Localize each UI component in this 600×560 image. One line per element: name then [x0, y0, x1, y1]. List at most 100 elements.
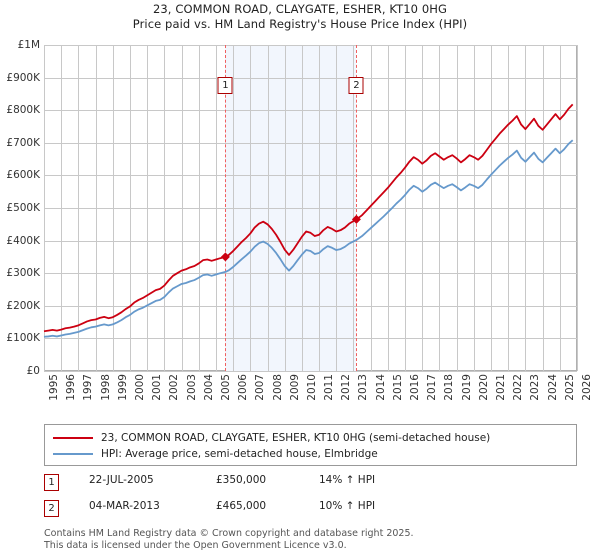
gridline-vertical: [370, 45, 372, 371]
x-axis-tick-label: 1996: [65, 374, 78, 401]
x-axis-tick-label: 2017: [426, 374, 439, 401]
x-axis-tick-label: 1997: [82, 374, 95, 401]
x-axis-tick-label: 2015: [391, 374, 404, 401]
x-axis-tick-label: 2021: [495, 374, 508, 401]
gridline-vertical: [164, 45, 166, 371]
x-axis-tick-label: 1999: [116, 374, 129, 401]
x-axis-tick-label: 2022: [512, 374, 525, 401]
gridline-horizontal: [44, 45, 577, 46]
y-axis-tick-label: £0: [26, 365, 40, 377]
gridline-vertical: [250, 45, 252, 371]
x-axis-tick-label: 2007: [254, 374, 267, 401]
transaction-price: £465,000: [216, 500, 267, 512]
gridline-vertical: [129, 45, 131, 371]
gridline-vertical: [456, 45, 458, 371]
x-axis-tick-label: 2000: [133, 374, 146, 401]
gridline-vertical: [78, 45, 80, 371]
gridline-vertical: [405, 45, 407, 371]
y-axis-tick-label: £800K: [6, 104, 40, 117]
gridline-vertical: [233, 45, 235, 371]
x-axis-tick-label: 2008: [271, 374, 284, 401]
transaction-hpi-delta: 10% ↑ HPI: [319, 500, 376, 512]
x-axis-tick-label: 2009: [288, 374, 301, 401]
gridline-vertical: [559, 45, 561, 371]
y-axis-tick-label: £900K: [6, 71, 40, 84]
x-axis-tick-label: 2026: [581, 374, 593, 401]
gridline-horizontal: [44, 305, 577, 307]
x-axis-tick-label: 2012: [340, 374, 353, 401]
gridline-vertical: [577, 45, 578, 371]
gridline-vertical: [267, 45, 269, 371]
x-axis-tick-label: 1998: [99, 374, 112, 401]
chart-title-block: 23, COMMON ROAD, CLAYGATE, ESHER, KT10 0…: [0, 2, 600, 32]
table-row: 1 22-JUL-2005 £350,000 14% ↑ HPI: [44, 472, 494, 498]
gridline-horizontal: [44, 175, 577, 177]
y-axis-tick-label: £700K: [6, 136, 40, 149]
y-axis-tick-label: £500K: [6, 202, 40, 214]
x-axis-tick-label: 2018: [443, 374, 456, 401]
gridline-vertical: [301, 45, 303, 371]
x-axis-tick-label: 2013: [357, 374, 370, 401]
y-axis-labels: £0 £100K £200K £300K £400K £500K £600K £700K £80…: [0, 39, 40, 377]
x-axis-tick-label: 2025: [563, 374, 576, 401]
gridline-horizontal: [44, 110, 577, 112]
gridline-vertical: [147, 45, 149, 371]
x-axis-tick-label: 2003: [185, 374, 198, 401]
event-badge[interactable]: 2: [348, 77, 364, 94]
transaction-date: 22-JUL-2005: [89, 474, 154, 486]
table-row: 2 04-MAR-2013 £465,000 10% ↑ HPI: [44, 498, 494, 524]
attribution-footer: Contains HM Land Registry data © Crown c…: [44, 528, 584, 552]
event-badge[interactable]: 1: [217, 77, 233, 94]
copyright-line: Contains HM Land Registry data © Crown c…: [44, 528, 414, 539]
y-axis-tick-label: £400K: [6, 234, 40, 247]
gridline-vertical: [473, 45, 475, 371]
x-axis-tick-label: 2001: [151, 374, 164, 401]
gridline-vertical: [284, 45, 286, 371]
transaction-date: 04-MAR-2013: [89, 500, 160, 512]
x-axis-tick-label: 2023: [529, 374, 542, 401]
event-vertical-line: [225, 45, 227, 371]
y-axis-tick-label: £300K: [6, 267, 40, 280]
legend-label-property: 23, COMMON ROAD, CLAYGATE, ESHER, KT10 0…: [101, 432, 491, 444]
y-axis-tick-label: £600K: [6, 169, 40, 182]
page-subtitle: Price paid vs. HM Land Registry's House …: [132, 17, 468, 31]
gridline-vertical: [319, 45, 321, 371]
transaction-hpi-delta: 14% ↑ HPI: [319, 474, 376, 486]
gridline-vertical: [336, 45, 338, 371]
x-axis-tick-label: 2020: [477, 374, 490, 401]
licence-line: This data is licensed under the Open Gov…: [44, 540, 347, 551]
transactions-table: 1 22-JUL-2005 £350,000 14% ↑ HPI 2 04-MA…: [44, 472, 494, 524]
gridline-vertical: [422, 45, 424, 371]
x-axis-tick-label: 1995: [48, 374, 60, 401]
gridline-vertical: [508, 45, 510, 371]
gridline-horizontal: [44, 371, 577, 372]
gridline-horizontal: [44, 338, 577, 340]
gridline-vertical: [198, 45, 200, 371]
legend-swatch-property: [53, 437, 93, 439]
transaction-index-badge: 1: [44, 474, 59, 491]
sale-point-marker[interactable]: [220, 252, 230, 262]
sale-point-marker[interactable]: [351, 214, 361, 224]
gridline-horizontal: [44, 77, 577, 79]
gridline-horizontal: [44, 142, 577, 144]
event-vertical-line: [356, 45, 358, 371]
x-axis-tick-label: 2014: [374, 374, 387, 401]
gridline-horizontal: [44, 208, 577, 209]
legend-label-hpi: HPI: Average price, semi-detached house,…: [101, 448, 378, 460]
transaction-price: £350,000: [216, 474, 267, 486]
y-axis-tick-label: £1M: [17, 39, 40, 51]
gridline-vertical: [491, 45, 493, 371]
transaction-index-badge: 2: [44, 500, 59, 517]
x-axis-tick-label: 2004: [202, 374, 215, 401]
x-axis-tick-label: 2005: [219, 374, 232, 401]
x-axis-tick-label: 2011: [323, 374, 336, 401]
x-axis-tick-label: 2024: [546, 374, 559, 401]
gridline-vertical: [112, 45, 114, 371]
legend-item-property: 23, COMMON ROAD, CLAYGATE, ESHER, KT10 0…: [49, 430, 576, 446]
gridline-horizontal: [44, 273, 577, 275]
x-axis-labels: 1995 1996 1997 1998 1999 2000 2001 2002 2003 2004…: [44, 374, 593, 418]
legend-swatch-hpi: [53, 453, 93, 455]
gridline-vertical: [525, 45, 527, 371]
